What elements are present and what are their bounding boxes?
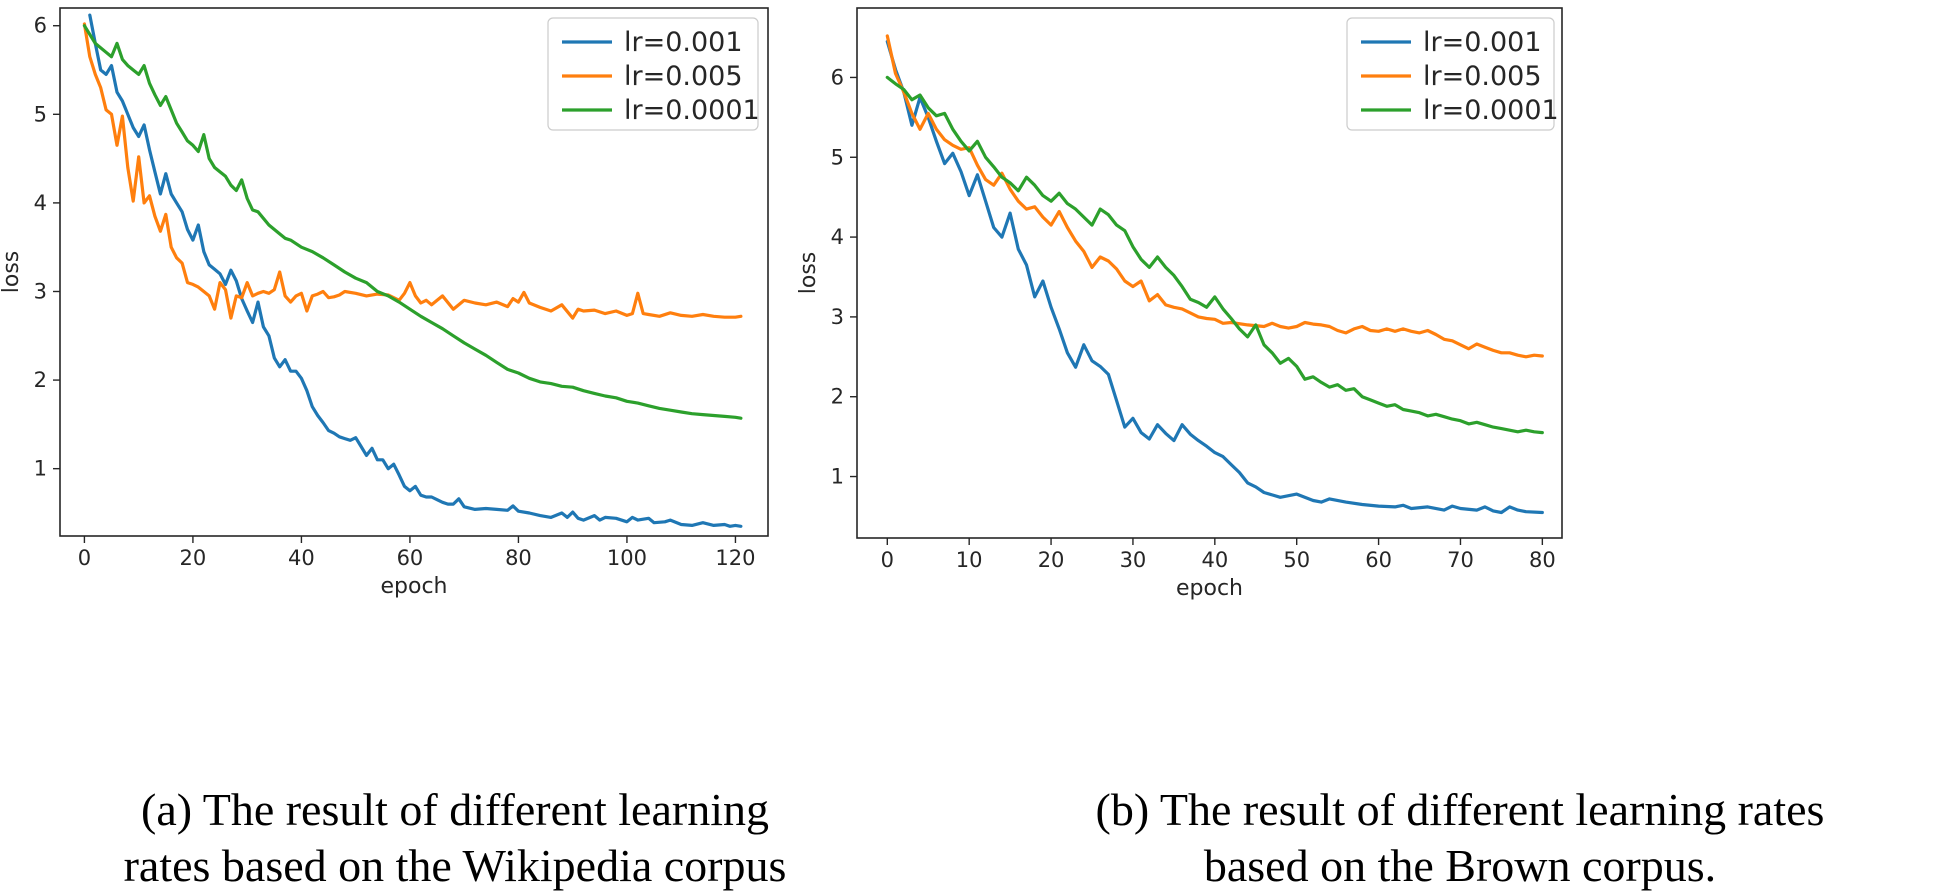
chart-a-series-line-2	[82, 22, 743, 320]
chart-b-y-tick-label: 1	[831, 465, 844, 489]
chart-a-x-tick-label: 0	[78, 546, 91, 570]
chart-a-y-tick-label: 1	[34, 457, 47, 481]
caption-a-line-2: rates based on the Wikipedia corpus	[123, 840, 787, 891]
caption-b-line-2: based on the Brown corpus.	[1203, 840, 1717, 891]
chart-b-x-tick-label: 60	[1365, 548, 1392, 572]
chart-a-legend	[547, 17, 759, 131]
chart-b-series-line-2	[885, 34, 1544, 359]
chart-b-y-tick-label: 5	[831, 145, 844, 169]
chart-b-x-tick-label: 80	[1529, 548, 1556, 572]
chart-a-y-tick-label: 4	[34, 191, 47, 215]
chart-a-series-line-3	[82, 24, 743, 420]
caption-a: (a) The result of different learning rat…	[95, 782, 815, 894]
caption-b: (b) The result of different learning rat…	[1060, 782, 1860, 894]
chart-b-y-axis-title: loss	[796, 252, 821, 295]
chart-a-x-tick-label: 100	[607, 546, 647, 570]
chart-b-x-axis-title: epoch	[1176, 576, 1243, 601]
chart-b-legend-label-3: lr=0.0001	[1423, 95, 1559, 126]
chart-b-x-tick-label: 40	[1201, 548, 1228, 572]
chart-b-x-tick-label: 10	[956, 548, 983, 572]
chart-a-x-tick-label: 40	[288, 546, 315, 570]
chart-b-x-tick-label: 0	[881, 548, 894, 572]
chart-a-y-tick-label: 3	[34, 279, 47, 303]
chart-b-y-tick-label: 4	[831, 225, 844, 249]
chart-a-legend-label-2: lr=0.005	[624, 61, 743, 92]
caption-b-line-1: (b) The result of different learning rat…	[1095, 784, 1825, 835]
chart-a-series-line-1	[88, 13, 743, 528]
chart-b-legend-label-1: lr=0.001	[1423, 27, 1542, 58]
chart-b-x-tick-label: 70	[1447, 548, 1474, 572]
chart-a-frame	[59, 7, 769, 537]
chart-a-x-axis-title: epoch	[381, 574, 448, 599]
chart-a-y-tick-label: 6	[34, 14, 47, 38]
chart-b-y-tick-label: 2	[831, 385, 844, 409]
chart-a-x-tick-label: 60	[397, 546, 424, 570]
chart-b-x-tick-label: 30	[1120, 548, 1147, 572]
chart-b-legend-label-2: lr=0.005	[1423, 61, 1542, 92]
chart-a-legend-label-3: lr=0.0001	[624, 95, 760, 126]
chart-a-y-tick-label: 5	[34, 102, 47, 126]
chart-b-frame	[856, 7, 1563, 539]
chart-b-series-line-3	[885, 75, 1544, 435]
caption-a-line-1: (a) The result of different learning	[141, 784, 769, 835]
chart-b-legend	[1346, 17, 1555, 131]
chart-a-y-axis-title: loss	[0, 251, 24, 294]
chart-a-legend-label-1: lr=0.001	[624, 27, 743, 58]
chart-a-x-tick-label: 20	[180, 546, 207, 570]
chart-b-series-line-1	[885, 39, 1544, 515]
chart-b-y-tick-label: 6	[831, 65, 844, 89]
chart-a-x-tick-label: 120	[715, 546, 755, 570]
chart-a-y-tick-label: 2	[34, 368, 47, 392]
chart-a-x-tick-label: 80	[505, 546, 532, 570]
chart-b-x-tick-label: 50	[1283, 548, 1310, 572]
chart-b-y-tick-label: 3	[831, 305, 844, 329]
chart-b-x-tick-label: 20	[1038, 548, 1065, 572]
